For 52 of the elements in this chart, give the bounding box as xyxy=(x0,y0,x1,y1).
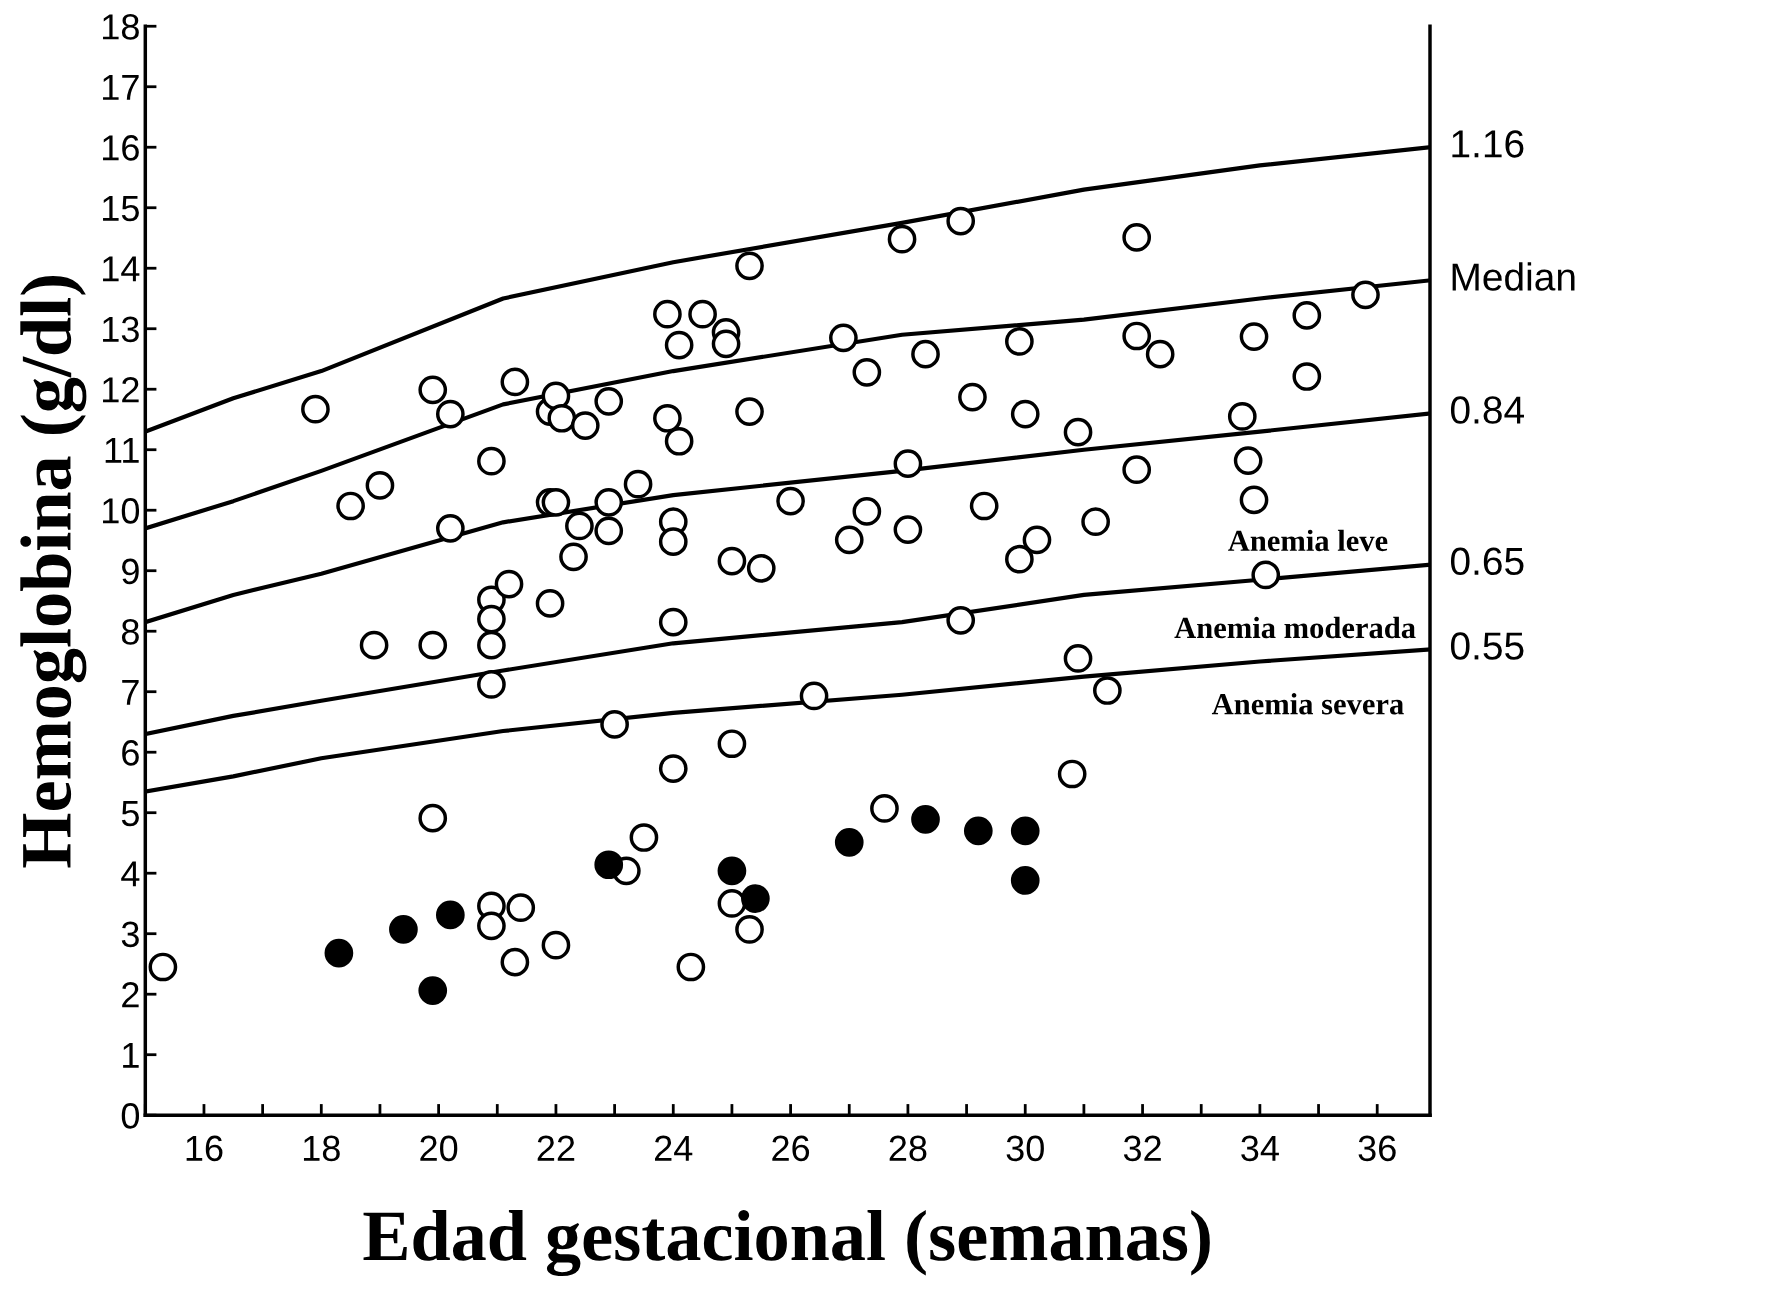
point xyxy=(1010,816,1040,846)
y-tick-label: 7 xyxy=(122,679,139,705)
y-tick-label: 12 xyxy=(103,377,139,403)
y-tick-label: 14 xyxy=(103,256,140,282)
y-tick-label: 17 xyxy=(103,74,139,100)
x-tick-label: 20 xyxy=(420,1135,458,1162)
series-label: 0.55 xyxy=(1450,632,1524,660)
x-tick-label: 22 xyxy=(537,1135,575,1161)
x-tick-label: 34 xyxy=(1241,1135,1279,1162)
annotation: Anemia leve xyxy=(1228,529,1388,552)
point xyxy=(963,816,993,846)
y-tick-label: 4 xyxy=(121,861,140,887)
y-tick-label: 18 xyxy=(103,14,139,40)
series-label: Median xyxy=(1452,262,1575,291)
x-tick-label: 16 xyxy=(186,1135,223,1162)
y-axis-title: Hemoglobina (g/dl) xyxy=(20,275,87,868)
y-tick-label: 1 xyxy=(123,1042,139,1068)
point xyxy=(389,915,418,944)
point xyxy=(324,938,354,968)
point xyxy=(594,850,624,880)
y-tick-label: 0 xyxy=(121,1103,140,1129)
x-tick-label: 36 xyxy=(1358,1135,1396,1162)
y-tick-label: 10 xyxy=(103,498,140,524)
point xyxy=(741,884,770,913)
point xyxy=(717,856,747,886)
x-axis-title: Edad gestacional (semanas) xyxy=(363,1209,1210,1277)
y-tick-label: 15 xyxy=(103,195,139,222)
annotation: Anemia moderada xyxy=(1174,616,1416,639)
y-tick-label: 6 xyxy=(122,740,139,766)
annotation: Anemia severa xyxy=(1211,692,1404,715)
y-tick-label: 13 xyxy=(103,316,139,343)
series-label: 1.16 xyxy=(1452,130,1524,158)
x-tick-label: 32 xyxy=(1123,1135,1161,1162)
series-label: 0.65 xyxy=(1450,547,1524,576)
x-tick-label: 26 xyxy=(772,1135,810,1162)
y-tick-label: 3 xyxy=(121,921,139,948)
x-tick-label: 30 xyxy=(1006,1135,1044,1162)
point xyxy=(435,900,465,930)
point xyxy=(911,805,940,834)
x-tick-label: 24 xyxy=(655,1135,693,1161)
y-tick-label: 16 xyxy=(103,135,139,161)
y-tick-label: 5 xyxy=(121,800,139,827)
series-label: 0.84 xyxy=(1450,396,1524,424)
y-tick-label: 8 xyxy=(121,619,139,645)
y-tick-label: 11 xyxy=(105,437,139,463)
x-tick-label: 28 xyxy=(889,1135,927,1162)
x-tick-label: 18 xyxy=(303,1135,340,1162)
point xyxy=(418,976,448,1005)
point xyxy=(1010,866,1040,895)
point xyxy=(834,828,864,857)
y-tick-label: 2 xyxy=(122,982,139,1008)
y-tick-label: 9 xyxy=(122,558,139,585)
